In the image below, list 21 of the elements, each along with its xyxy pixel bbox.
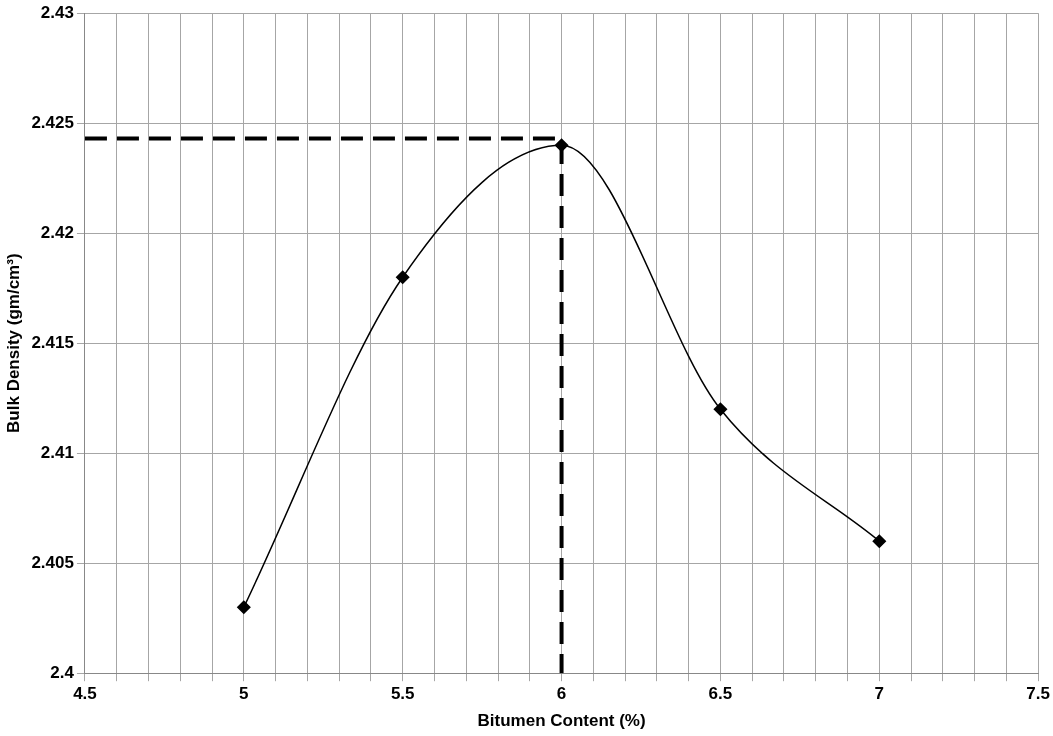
x-tick-label: 7 <box>874 684 885 704</box>
x-tick-label: 5.5 <box>390 684 415 704</box>
x-tick-label: 7.5 <box>1026 684 1050 704</box>
y-tick-label: 2.41 <box>40 442 74 462</box>
point <box>713 402 728 416</box>
x-tick-label: 6.5 <box>708 684 733 704</box>
point <box>872 534 887 548</box>
y-tick-label: 2.425 <box>31 112 74 132</box>
x-tick-label: 6 <box>556 684 567 704</box>
y-tick-label: 2.4 <box>50 662 75 682</box>
y-tick-label: 2.42 <box>40 222 74 242</box>
y-axis-title: Bulk Density (gm/cm³) <box>3 253 23 433</box>
x-tick-label: 5 <box>239 684 249 704</box>
point <box>395 270 410 284</box>
y-tick-label: 2.415 <box>31 332 74 352</box>
y-tick-label: 2.405 <box>31 552 74 572</box>
x-tick-label: 4.5 <box>73 684 97 704</box>
point <box>237 600 251 614</box>
x-axis-title: Bitumen Content (%) <box>477 711 646 731</box>
point <box>554 138 569 152</box>
y-tick-label: 2.43 <box>40 2 74 22</box>
